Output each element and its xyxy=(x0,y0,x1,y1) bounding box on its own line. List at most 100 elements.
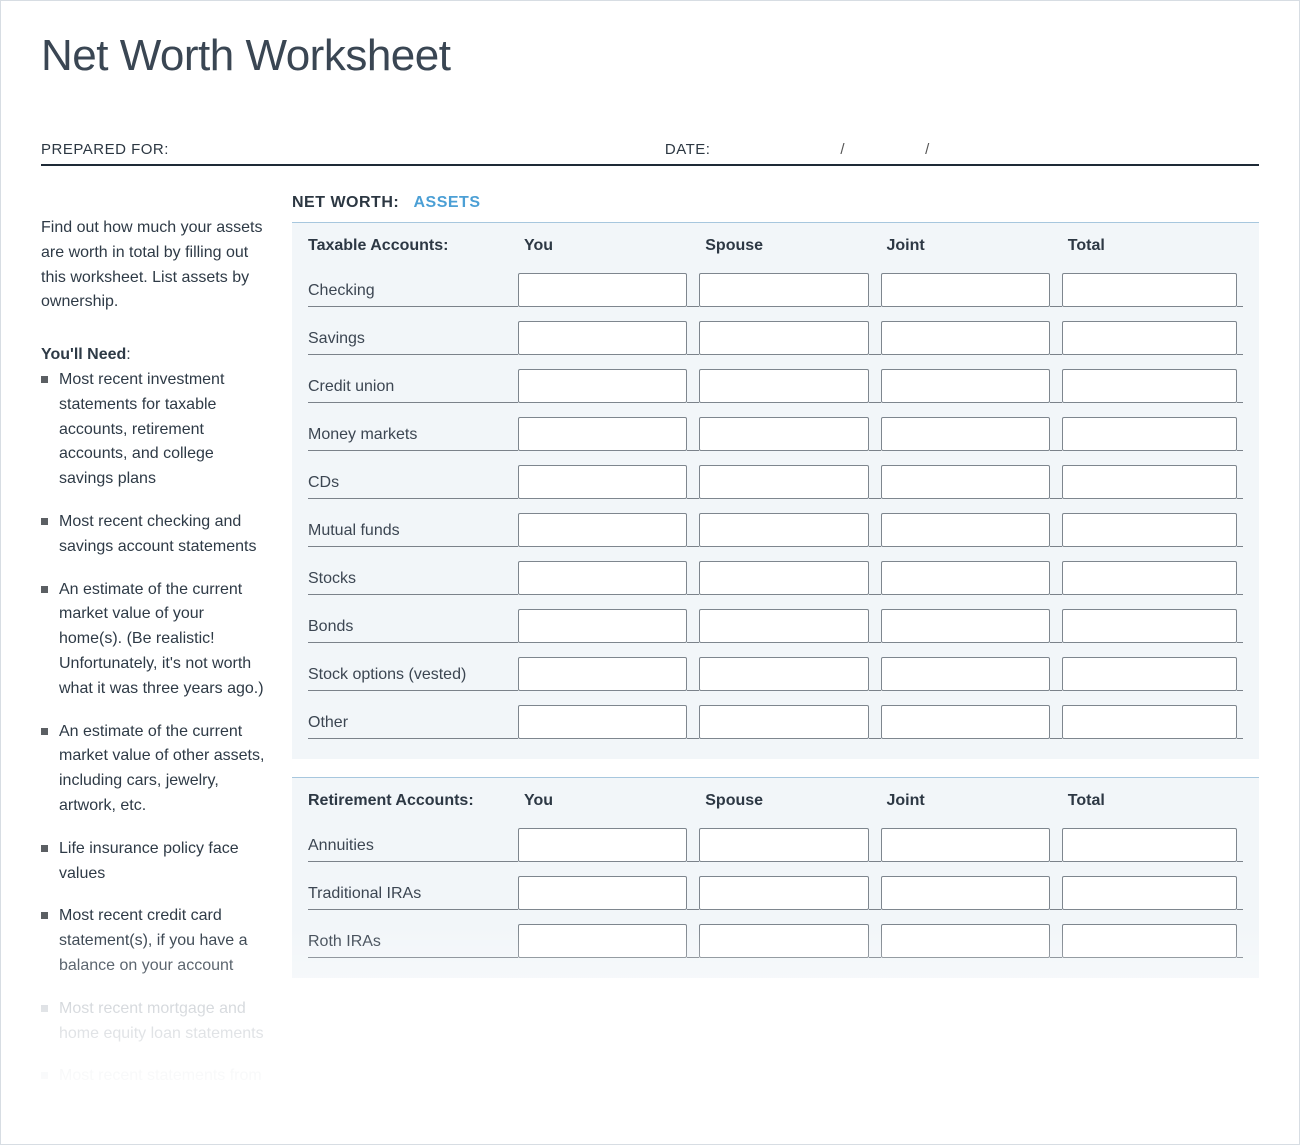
input-cell[interactable] xyxy=(699,609,868,643)
connector-line xyxy=(869,909,881,910)
input-cell[interactable] xyxy=(699,924,868,958)
input-cell[interactable] xyxy=(699,657,868,691)
connector-line xyxy=(1050,354,1062,355)
connector-line xyxy=(1050,957,1062,958)
need-item: Life insurance policy face values xyxy=(41,837,266,887)
input-cell[interactable] xyxy=(699,273,868,307)
input-cell[interactable] xyxy=(518,321,687,355)
input-cell[interactable] xyxy=(518,657,687,691)
input-cell[interactable] xyxy=(881,465,1050,499)
input-cell[interactable] xyxy=(881,924,1050,958)
input-cell[interactable] xyxy=(699,321,868,355)
input-cell[interactable] xyxy=(1062,924,1237,958)
input-cell[interactable] xyxy=(699,465,868,499)
column-header: You xyxy=(518,792,699,810)
row-label: Money markets xyxy=(308,426,518,451)
input-cell[interactable] xyxy=(881,273,1050,307)
input-cell[interactable] xyxy=(1062,465,1237,499)
input-cell[interactable] xyxy=(1062,657,1237,691)
accounts-block: Taxable Accounts:YouSpouseJointTotal Chec… xyxy=(292,222,1259,759)
input-cell[interactable] xyxy=(518,273,687,307)
input-cell[interactable] xyxy=(881,828,1050,862)
cell-wrap xyxy=(881,561,1062,595)
table-row: Money markets xyxy=(308,417,1243,451)
input-cell[interactable] xyxy=(1062,828,1237,862)
connector-line xyxy=(687,861,699,862)
row-cells xyxy=(518,705,1243,739)
connector-line xyxy=(869,957,881,958)
input-cell[interactable] xyxy=(1062,876,1237,910)
table-row: Other xyxy=(308,705,1243,739)
input-cell[interactable] xyxy=(518,924,687,958)
connector-line xyxy=(1050,738,1062,739)
input-cell[interactable] xyxy=(518,705,687,739)
need-item: Most recent mortgage and home equity loa… xyxy=(41,997,266,1047)
connector-line xyxy=(1050,402,1062,403)
input-cell[interactable] xyxy=(881,705,1050,739)
input-cell[interactable] xyxy=(881,369,1050,403)
section-prefix: NET WORTH: xyxy=(292,194,399,211)
input-cell[interactable] xyxy=(699,828,868,862)
connector-line xyxy=(1050,642,1062,643)
table-row: Stock options (vested) xyxy=(308,657,1243,691)
row-label: Checking xyxy=(308,282,518,307)
cell-wrap xyxy=(699,657,880,691)
connector-line xyxy=(1050,498,1062,499)
input-cell[interactable] xyxy=(699,876,868,910)
input-cell[interactable] xyxy=(1062,513,1237,547)
block-header: Taxable Accounts:YouSpouseJointTotal xyxy=(308,237,1243,255)
input-cell[interactable] xyxy=(881,513,1050,547)
input-cell[interactable] xyxy=(1062,705,1237,739)
cell-wrap xyxy=(881,321,1062,355)
row-cells xyxy=(518,657,1243,691)
input-cell[interactable] xyxy=(1062,609,1237,643)
input-cell[interactable] xyxy=(699,705,868,739)
table-row: Stocks xyxy=(308,561,1243,595)
input-cell[interactable] xyxy=(1062,273,1237,307)
input-cell[interactable] xyxy=(518,513,687,547)
need-item: Most recent checking and savings account… xyxy=(41,510,266,560)
input-cell[interactable] xyxy=(1062,369,1237,403)
column-header: Spouse xyxy=(699,237,880,255)
connector-line xyxy=(1050,450,1062,451)
table-row: Traditional IRAs xyxy=(308,876,1243,910)
input-cell[interactable] xyxy=(518,417,687,451)
input-cell[interactable] xyxy=(699,417,868,451)
cell-wrap xyxy=(699,609,880,643)
sidebar: Find out how much your assets are worth … xyxy=(41,194,266,1107)
body: Find out how much your assets are worth … xyxy=(41,194,1259,1107)
input-cell[interactable] xyxy=(518,876,687,910)
need-item-text: Life insurance policy face values xyxy=(59,840,239,882)
page-title: Net Worth Worksheet xyxy=(41,31,1259,81)
input-cell[interactable] xyxy=(881,561,1050,595)
connector-line xyxy=(1050,690,1062,691)
input-cell[interactable] xyxy=(881,657,1050,691)
input-cell[interactable] xyxy=(518,465,687,499)
row-label: Traditional IRAs xyxy=(308,885,518,910)
input-cell[interactable] xyxy=(699,369,868,403)
connector-line xyxy=(687,690,699,691)
input-cell[interactable] xyxy=(518,828,687,862)
connector-line xyxy=(1237,354,1243,355)
input-cell[interactable] xyxy=(699,561,868,595)
input-cell[interactable] xyxy=(518,609,687,643)
cell-wrap xyxy=(699,369,880,403)
row-cells xyxy=(518,513,1243,547)
input-cell[interactable] xyxy=(699,513,868,547)
input-cell[interactable] xyxy=(881,417,1050,451)
input-cell[interactable] xyxy=(518,369,687,403)
connector-line xyxy=(869,594,881,595)
row-cells xyxy=(518,321,1243,355)
input-cell[interactable] xyxy=(1062,321,1237,355)
connector-line xyxy=(1237,909,1243,910)
input-cell[interactable] xyxy=(1062,417,1237,451)
connector-line xyxy=(687,909,699,910)
input-cell[interactable] xyxy=(881,876,1050,910)
input-cell[interactable] xyxy=(881,609,1050,643)
input-cell[interactable] xyxy=(1062,561,1237,595)
cell-wrap xyxy=(881,369,1062,403)
cell-wrap xyxy=(518,828,699,862)
input-cell[interactable] xyxy=(518,561,687,595)
input-cell[interactable] xyxy=(881,321,1050,355)
date-separator-2: / xyxy=(925,141,930,158)
